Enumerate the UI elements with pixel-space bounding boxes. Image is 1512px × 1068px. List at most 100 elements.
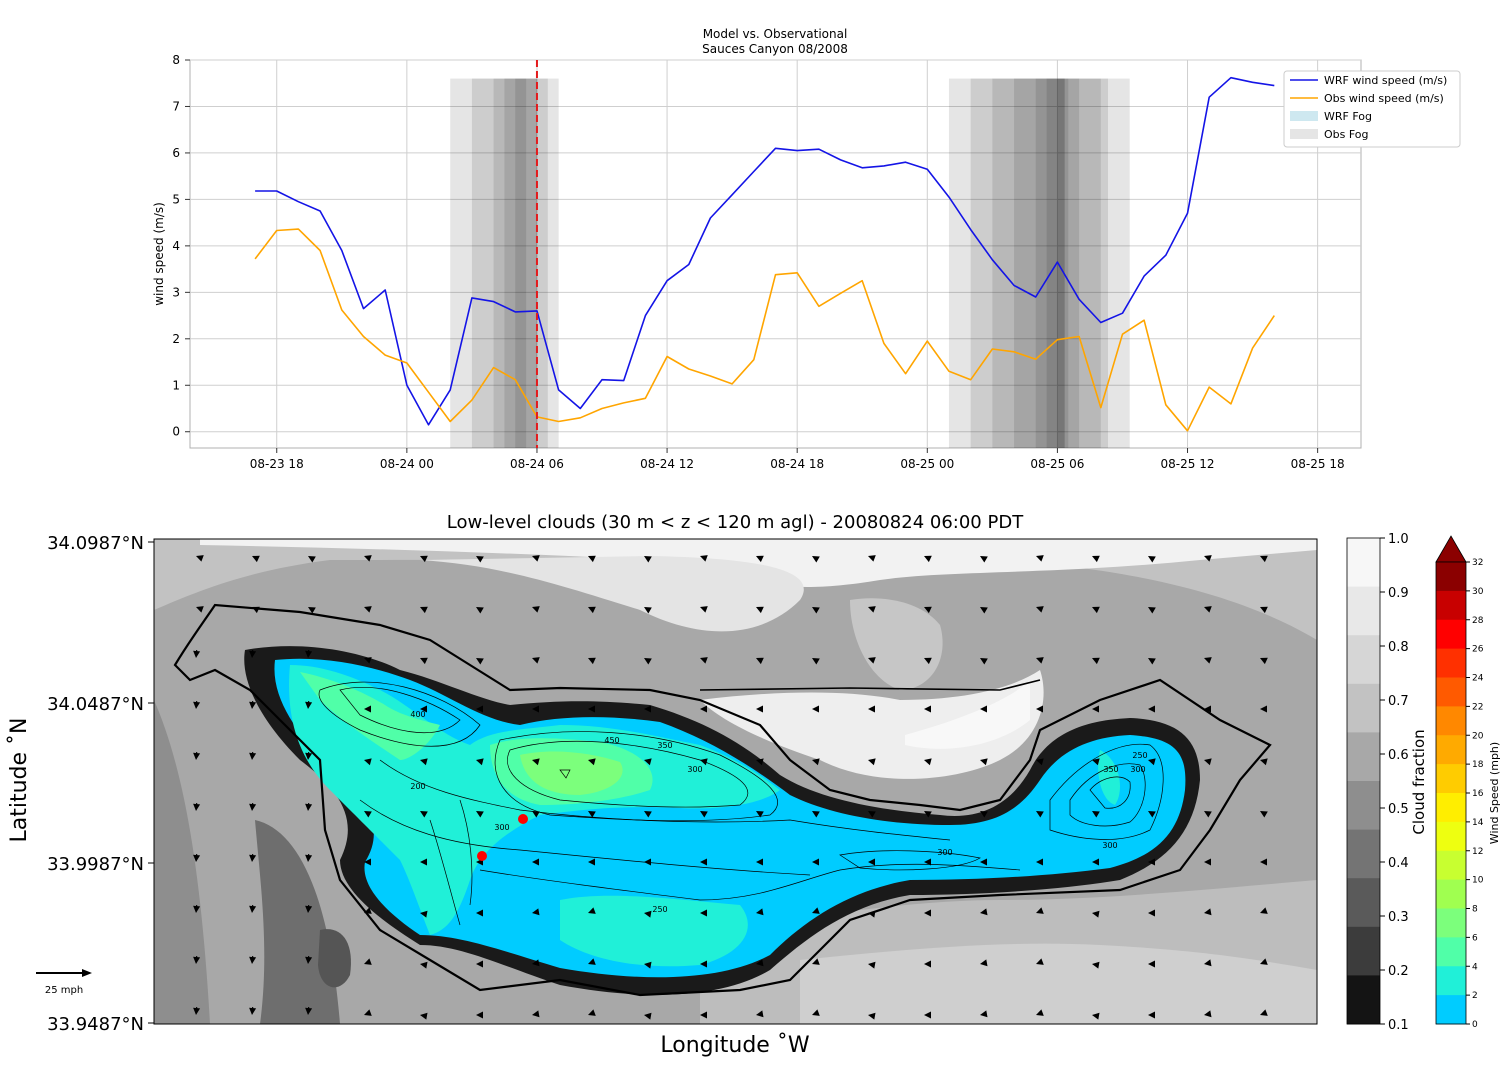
wind-vector-arrow — [700, 1011, 707, 1019]
x-tick-label: 08-25 00 — [900, 457, 954, 471]
contour-label: 250 — [652, 905, 667, 914]
wind-speed-label: Wind Speed (mph) — [1488, 742, 1501, 844]
wind-vector-arrow — [980, 607, 988, 614]
wind-vector-arrow — [1092, 1012, 1100, 1020]
cloud-map: Low-level clouds (30 m < z < 120 m agl) … — [7, 512, 1501, 1058]
wind-colorbar-segment — [1436, 850, 1466, 881]
wind-vector-arrow — [305, 649, 313, 658]
wind-vector-arrow — [588, 705, 595, 713]
wind-vector-arrow — [812, 556, 820, 563]
chart-title: Model vs. Observational — [703, 27, 848, 41]
wind-vector-arrow — [193, 649, 201, 658]
wind-vector-arrow — [812, 907, 820, 914]
wind-vector-arrow — [1260, 606, 1268, 614]
fog-window — [515, 78, 537, 448]
cloud-fraction-colorbar: 1.0 0.9 0.8 0.7 0.6 0.5 0.4 0.3 0.2 0.1 Cloud fra… — [1346, 532, 1428, 1033]
wind-vector-arrow — [532, 705, 539, 713]
cloud-tick-label: 0.8 — [1388, 640, 1409, 655]
wind-vector-arrow — [193, 1006, 201, 1015]
cloud-band-03 — [318, 929, 351, 988]
wind-vector-arrow — [644, 910, 652, 918]
wind-vector-arrow — [532, 758, 540, 766]
wind-vector-arrow — [588, 758, 596, 766]
fog-window — [1035, 78, 1069, 448]
legend-label: Obs wind speed (m/s) — [1324, 92, 1444, 105]
wind-vector-arrow — [252, 606, 260, 614]
wind-speed-field-2-4c — [1098, 750, 1120, 805]
wind-vector-arrow — [249, 700, 257, 709]
wind-vector-arrow — [305, 1006, 313, 1015]
x-tick-label: 08-25 18 — [1291, 457, 1345, 471]
wind-vector-arrow — [532, 606, 540, 613]
wind-vector-arrow — [476, 909, 483, 917]
wind-tick-label: 12 — [1472, 847, 1483, 857]
wind-vector-arrow — [308, 556, 316, 563]
wind-vector-arrow — [1092, 910, 1100, 918]
wind-vector-arrow — [756, 758, 764, 766]
reference-arrow: 25 mph — [36, 969, 92, 996]
wind-vector-arrow — [644, 705, 651, 713]
wind-vector-arrow — [420, 910, 428, 918]
wind-vector-arrow — [420, 758, 428, 766]
y-tick-label: 0 — [172, 425, 180, 439]
wind-vector-arrow — [924, 858, 931, 866]
wind-vector-arrow — [644, 811, 652, 818]
wind-vector-arrow — [980, 811, 988, 818]
wind-tick-label: 2 — [1472, 991, 1478, 1001]
wind-vectors — [193, 555, 1268, 1020]
wind-vector-arrow — [476, 1011, 483, 1019]
wind-vector-arrow — [868, 961, 876, 969]
wind-vector-arrow — [756, 1010, 764, 1018]
wind-vector-arrow — [1260, 858, 1267, 866]
wind-vector-arrow — [1036, 606, 1044, 613]
contour-label: 350 — [1103, 765, 1118, 774]
wind-vector-arrow — [868, 657, 876, 664]
wind-vector-arrow — [1092, 858, 1099, 866]
wind-vector-arrow — [1092, 555, 1100, 563]
grid — [190, 59, 1361, 448]
wind-vector-arrow — [1092, 606, 1100, 614]
wind-vector-arrow — [756, 606, 764, 614]
map-title: Low-level clouds (30 m < z < 120 m agl) … — [447, 512, 1024, 533]
wind-vector-arrow — [1036, 705, 1043, 713]
fog-window — [493, 78, 537, 448]
fog-window — [1046, 78, 1065, 448]
wind-vector-arrow — [249, 904, 257, 913]
wind-vector-arrow — [364, 1009, 372, 1016]
wind-vector-arrow — [700, 758, 708, 766]
x-tick-label: 08-25 06 — [1030, 457, 1084, 471]
wind-vector-arrow — [1204, 705, 1211, 713]
wind-vector-arrow — [868, 758, 876, 766]
wind-vector-arrow — [1260, 958, 1268, 965]
wind-vector-arrow — [193, 700, 201, 709]
series-lines — [254, 76, 1275, 432]
wind-vector-arrow — [1036, 858, 1043, 866]
wind-vector-arrow — [364, 858, 371, 866]
map-frame — [153, 538, 1318, 1025]
wind-vector-arrow — [868, 555, 876, 562]
wind-vector-arrow — [252, 555, 260, 563]
wind-colorbar-segment — [1436, 821, 1466, 852]
wind-vector-arrow — [476, 960, 483, 968]
lat-tick-3: 33.9987°N — [47, 854, 144, 875]
wind-vector-arrow — [756, 908, 764, 916]
wind-vector-arrow — [193, 955, 201, 964]
legend-label: WRF Fog — [1324, 110, 1372, 123]
longitude-axis-label: Longitude ˚W — [660, 1033, 809, 1058]
wind-vector-arrow — [812, 858, 819, 866]
wind-vector-arrow — [249, 751, 257, 760]
wind-vector-arrow — [1148, 556, 1156, 563]
wind-vector-arrow — [532, 811, 540, 818]
wind-vector-arrow — [476, 811, 484, 818]
wind-vector-arrow — [644, 658, 652, 665]
wind-colorbar-segment — [1436, 966, 1466, 996]
wind-colorbar-segment — [1436, 764, 1466, 794]
wind-vector-arrow — [420, 811, 428, 818]
wind-vector-arrow — [924, 555, 932, 563]
cloud-fraction-label: Cloud fraction — [1410, 729, 1428, 834]
wind-vector-arrow — [756, 705, 763, 713]
wind-vector-arrow — [756, 959, 764, 967]
chart-subtitle: Sauces Canyon 08/2008 — [702, 42, 848, 56]
wind-vector-arrow — [196, 606, 204, 613]
wind-vector-arrow — [588, 907, 596, 914]
